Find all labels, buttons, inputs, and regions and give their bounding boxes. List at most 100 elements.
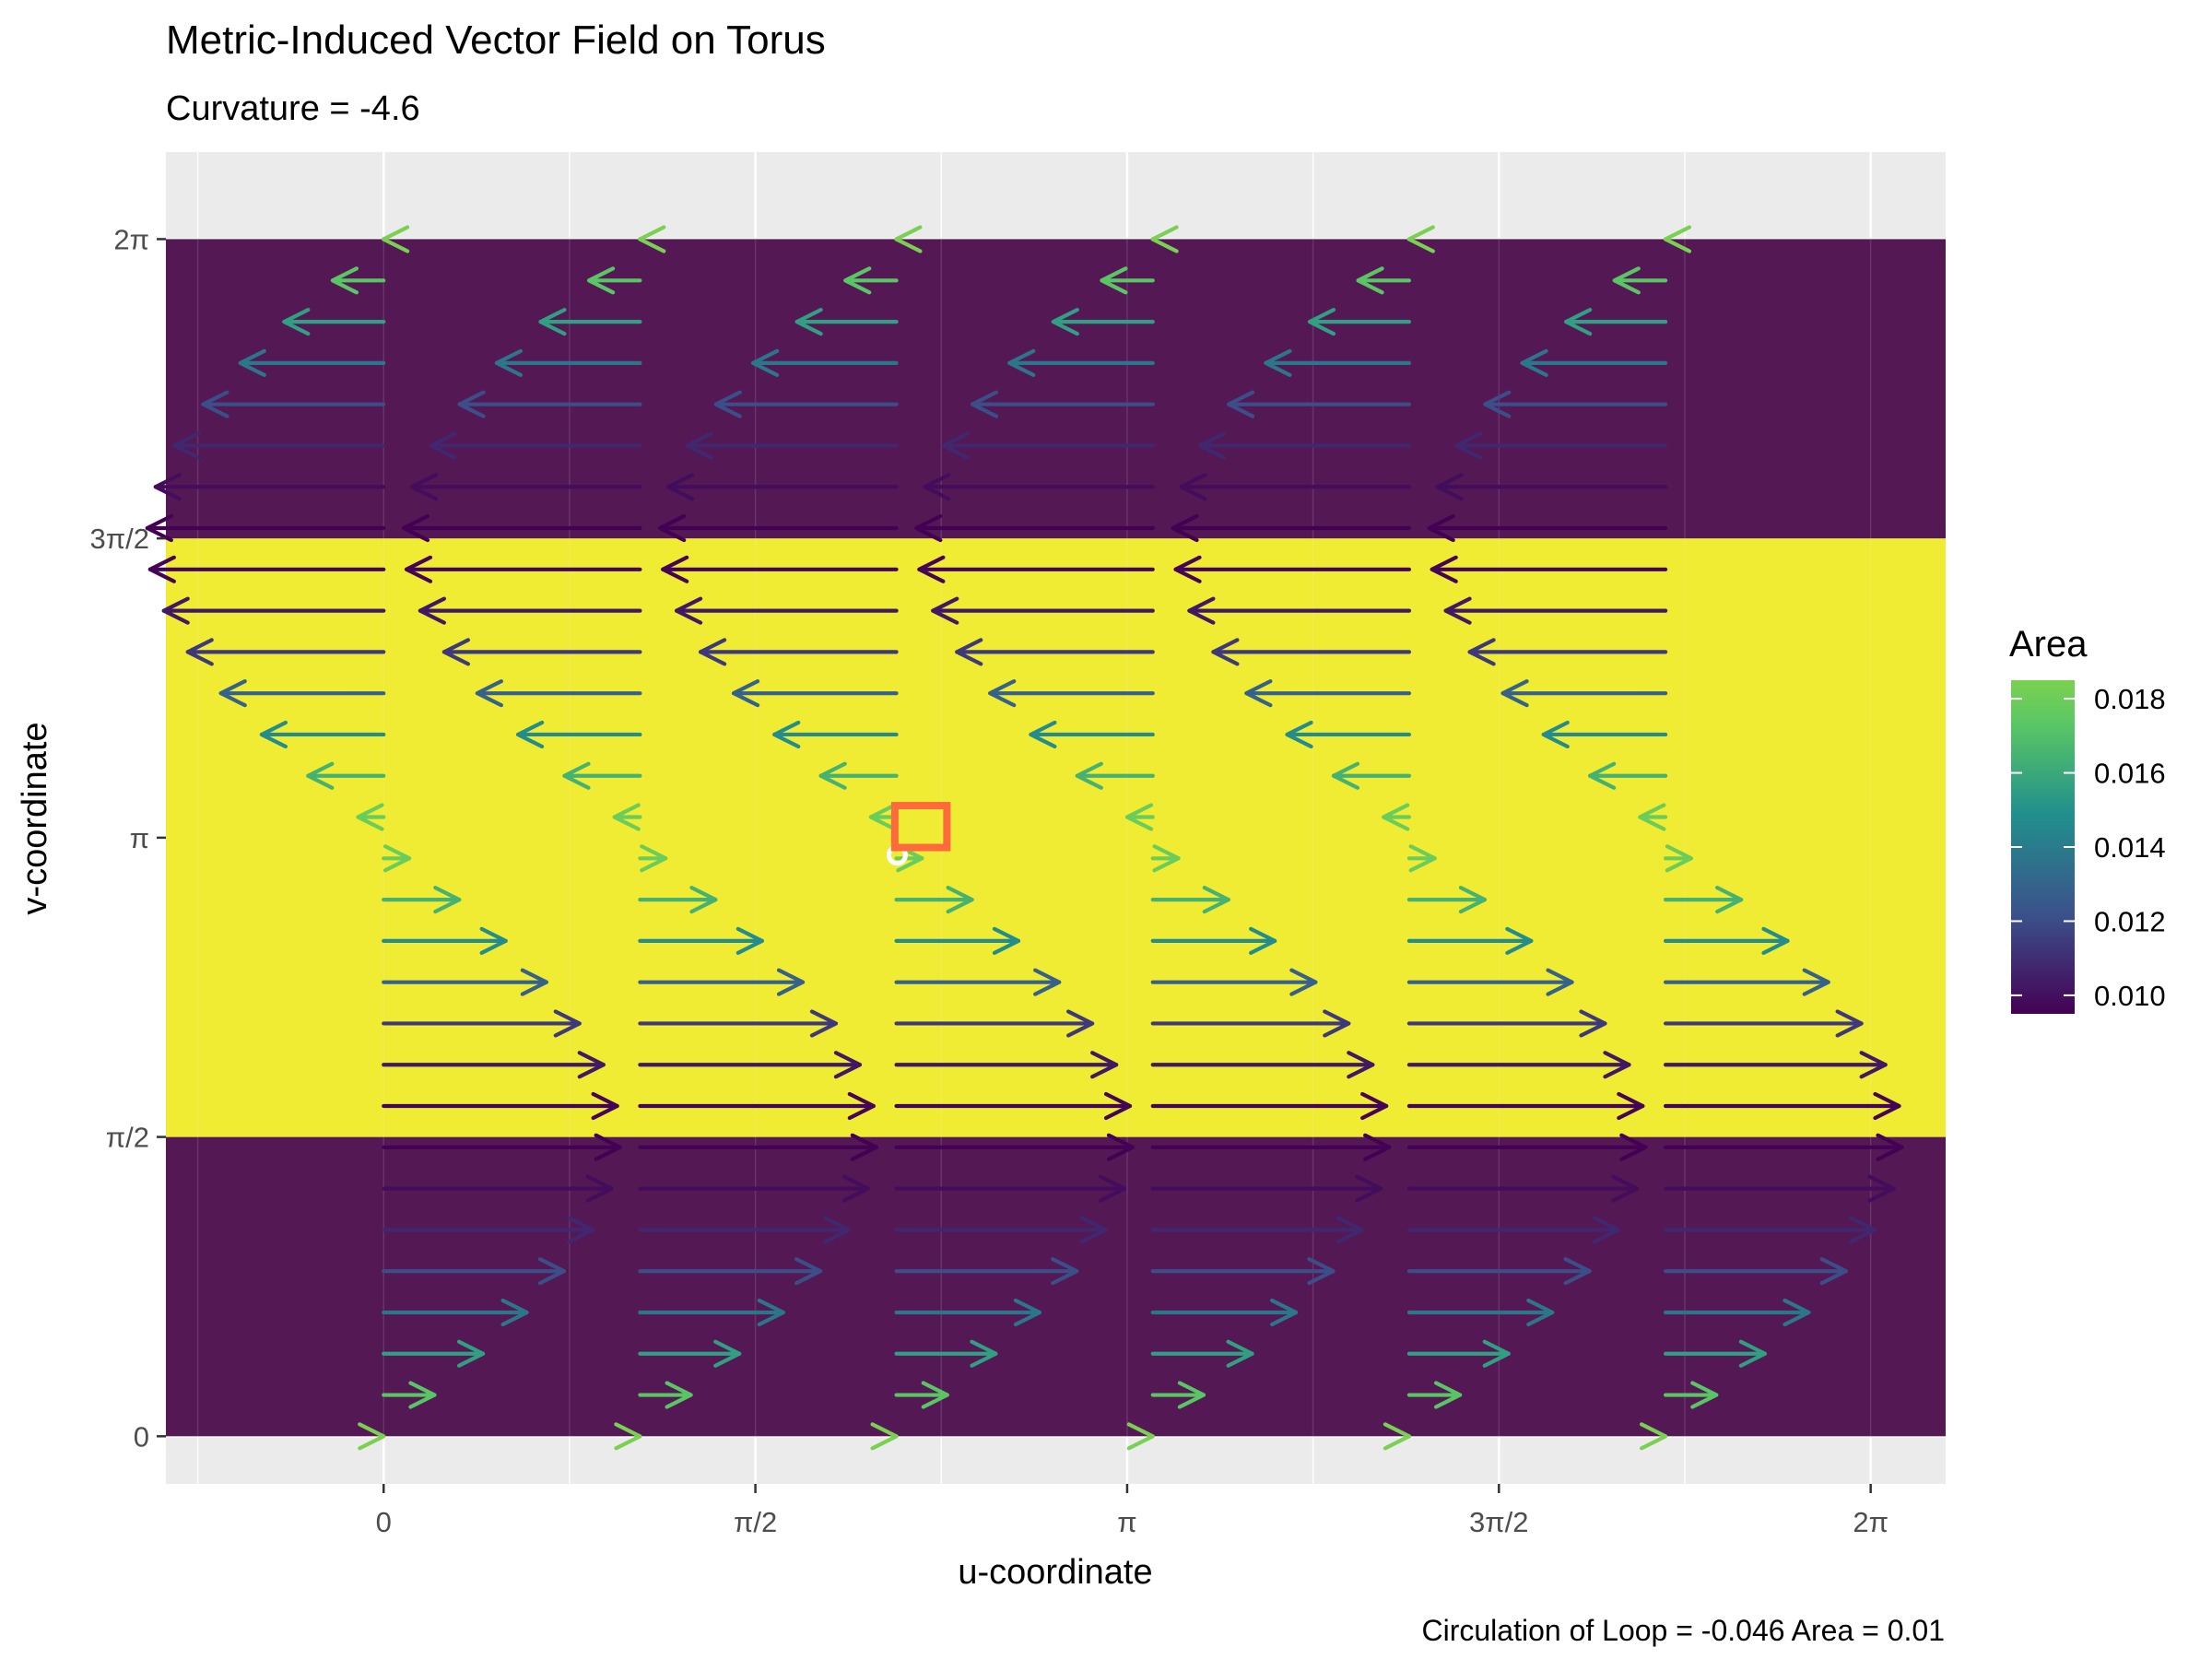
vector-arrow xyxy=(970,390,1155,418)
vector-arrow xyxy=(794,308,899,336)
vector-arrow xyxy=(638,1257,823,1286)
vector-arrow xyxy=(382,1339,486,1368)
vector-arrow xyxy=(638,1133,878,1161)
vector-arrow xyxy=(562,761,642,790)
vector-arrow xyxy=(1443,596,1668,625)
background-band xyxy=(166,1136,1946,1437)
vector-arrow xyxy=(1150,1381,1206,1409)
vector-arrow xyxy=(1663,886,1744,914)
x-tick-label: 2π xyxy=(1853,1506,1888,1538)
vector-arrow xyxy=(475,679,642,708)
vector-arrow xyxy=(917,555,1155,583)
vector-arrow xyxy=(1150,1051,1375,1079)
legend-tick-label: 0.012 xyxy=(2094,905,2166,937)
vector-arrow xyxy=(1307,308,1412,336)
vector-arrow xyxy=(1406,1174,1640,1203)
vector-arrow xyxy=(1520,348,1668,377)
vector-arrow xyxy=(1663,1257,1848,1286)
vector-arrow xyxy=(894,1133,1135,1161)
x-tick-label: π xyxy=(1117,1506,1136,1538)
vector-arrow xyxy=(515,720,642,749)
loop-markers xyxy=(886,802,951,866)
vector-arrow xyxy=(1639,1422,1668,1451)
vector-arrow xyxy=(1663,1298,1811,1327)
vector-arrow xyxy=(1382,803,1412,831)
loop-square xyxy=(890,802,951,852)
vector-arrow xyxy=(1612,266,1668,295)
vector-arrow xyxy=(1029,720,1155,749)
vector-arrow xyxy=(1331,761,1412,790)
vector-arrow xyxy=(145,513,386,543)
vector-arrow xyxy=(685,431,899,460)
vector-arrow xyxy=(330,266,386,295)
vector-arrow xyxy=(1406,225,1435,253)
vector-arrow xyxy=(638,968,806,996)
x-tick-label: 0 xyxy=(376,1506,392,1538)
vector-arrow xyxy=(1124,803,1155,831)
vector-arrow xyxy=(494,348,642,377)
vector-arrow xyxy=(1483,390,1668,418)
vector-arrow xyxy=(358,1422,386,1451)
vector-arrow xyxy=(894,1257,1079,1286)
vector-arrow xyxy=(1187,596,1412,625)
vector-arrow xyxy=(1406,1216,1620,1244)
vector-arrow xyxy=(1051,308,1155,336)
vector-arrow xyxy=(1007,348,1155,377)
vector-arrow xyxy=(894,1051,1119,1079)
vector-arrow xyxy=(1150,1216,1364,1244)
vector-arrow xyxy=(1150,844,1181,873)
vector-arrow xyxy=(666,473,899,501)
legend: Area 0.018 0.016 0.014 0.012 0.010 xyxy=(2009,624,2166,1014)
vector-arrow xyxy=(1406,844,1437,873)
y-axis-label: v-coordinate xyxy=(16,722,54,914)
vector-arrow xyxy=(1406,1091,1645,1121)
vector-arrow xyxy=(1150,225,1179,253)
vector-arrow xyxy=(1435,473,1668,501)
chart-title: Metric-Induced Vector Field on Torus xyxy=(166,18,826,63)
vector-arrow xyxy=(441,638,642,666)
vector-arrow xyxy=(218,679,386,708)
vector-arrow xyxy=(1663,1381,1719,1409)
background-band xyxy=(166,239,1946,539)
vector-arrow xyxy=(1227,390,1412,418)
vector-arrow xyxy=(1541,720,1668,749)
vector-arrow xyxy=(843,266,899,295)
y-tick-label: 2π xyxy=(113,223,149,255)
vector-arrow xyxy=(172,431,386,460)
vector-arrow xyxy=(382,1051,606,1079)
vector-arrow xyxy=(382,1174,614,1203)
vector-arrow xyxy=(614,1422,642,1451)
background-bands xyxy=(166,239,1946,1437)
vector-arrow xyxy=(1150,1174,1383,1203)
vector-arrow xyxy=(382,926,508,955)
vector-arrow xyxy=(894,1381,949,1409)
vector-arrow xyxy=(612,803,642,831)
vector-arrow xyxy=(698,638,899,666)
vector-arrow xyxy=(382,1257,567,1286)
vector-arrow xyxy=(638,844,668,873)
axes: 0 π/2 π 3π/2 2π 0 π/2 π 3π/2 2π xyxy=(90,223,1888,1538)
vector-arrow xyxy=(306,761,386,790)
vector-arrow xyxy=(914,513,1155,543)
vector-arrow xyxy=(538,308,642,336)
vector-arrow xyxy=(1285,720,1412,749)
vector-arrow xyxy=(1663,968,1830,996)
vector-arrow xyxy=(1427,513,1668,543)
legend-tick-label: 0.016 xyxy=(2094,758,2166,790)
vector-arrow xyxy=(941,431,1155,460)
vector-arrow xyxy=(1500,679,1668,708)
vector-arrow xyxy=(1382,1422,1412,1451)
vector-arrow xyxy=(931,596,1155,625)
vector-arrow xyxy=(1406,1381,1463,1409)
vector-arrow xyxy=(356,803,386,831)
vector-arrow xyxy=(153,473,386,501)
vector-arrow xyxy=(1150,1133,1392,1161)
vector-arrow xyxy=(1264,348,1412,377)
vector-arrow xyxy=(638,1339,742,1368)
vector-arrow xyxy=(894,886,974,914)
vector-arrow xyxy=(587,266,642,295)
vector-arrow xyxy=(1173,555,1412,583)
vector-arrow xyxy=(1150,926,1277,955)
vector-arrow xyxy=(1564,308,1668,336)
